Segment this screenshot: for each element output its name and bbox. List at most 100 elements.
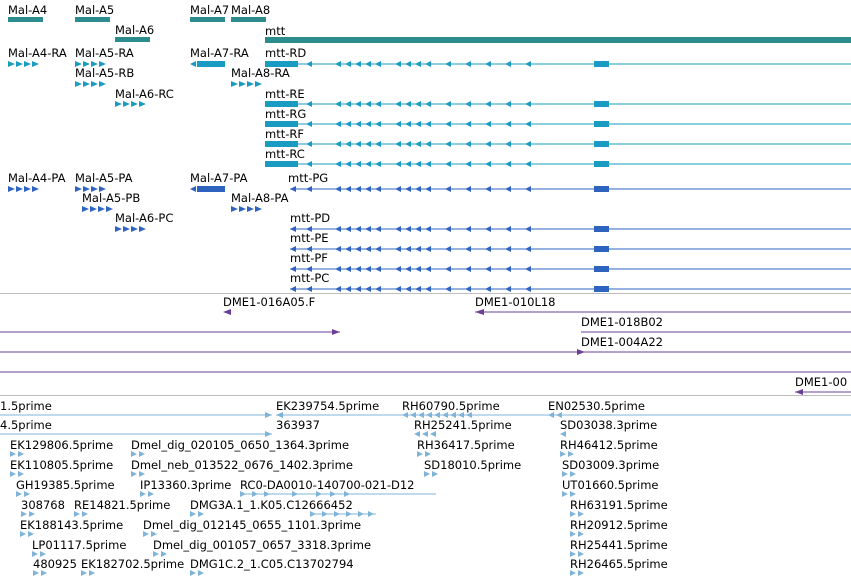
clone-label[interactable]: DME1-00 (795, 375, 848, 389)
transcript-arrow (91, 81, 98, 87)
est-label[interactable]: GH19385.5prime (16, 478, 115, 492)
mtt-transcript-arrow (345, 101, 351, 107)
est-arrow (414, 431, 420, 437)
est-label[interactable]: LP01117.5prime (32, 538, 127, 552)
est-arrow (578, 511, 584, 517)
mtt-protein-arrow (525, 186, 531, 192)
gene-label[interactable]: Mal-A5 (75, 3, 115, 17)
est-label[interactable]: 480925 (33, 557, 77, 571)
protein-label[interactable]: mtt-PE (290, 231, 329, 245)
transcript-label[interactable]: mtt-RD (265, 46, 307, 60)
est-arrow (548, 412, 554, 418)
protein-arrow (75, 186, 82, 192)
est-label[interactable]: RH46412.5prime (560, 438, 658, 452)
protein-label[interactable]: Mal-A6-PC (115, 211, 174, 225)
mtt-protein-arrow (345, 226, 351, 232)
est-label[interactable]: UT01660.5prime (562, 478, 659, 492)
clone-label[interactable]: DME1-018B02 (581, 315, 663, 329)
transcript-label[interactable]: mtt-RG (265, 107, 307, 121)
gene-label[interactable]: Mal-A8 (231, 3, 271, 17)
protein-label[interactable]: Mal-A5-PB (82, 191, 141, 205)
mtt-transcript-arrow (345, 161, 351, 167)
est-label[interactable]: DMG3A.1_1.K05.C12666452 (190, 498, 353, 512)
mtt-protein-arrow (485, 226, 491, 232)
protein-label[interactable]: mtt-PG (288, 171, 329, 185)
gene-feature[interactable] (115, 37, 150, 42)
est-label[interactable]: 363937 (276, 418, 320, 432)
mtt-transcript-arrow (485, 61, 491, 67)
mtt-protein-arrow (365, 226, 371, 232)
mtt-transcript-arrow (395, 121, 401, 127)
gene-feature[interactable] (8, 17, 43, 22)
est-label[interactable]: Dmel_neb_013522_0676_1402.3prime (131, 458, 353, 472)
est-label[interactable]: EK110805.5prime (10, 458, 114, 472)
protein-label[interactable]: mtt-PD (290, 211, 331, 225)
transcript-label[interactable]: Mal-A6-RC (115, 87, 174, 101)
gene-label[interactable]: Mal-A6 (115, 23, 155, 37)
clone-label[interactable]: DME1-016A05.F (223, 295, 316, 309)
est-arrow (466, 412, 472, 418)
gene-feature[interactable] (75, 17, 110, 22)
transcript-label[interactable]: mtt-RF (265, 127, 304, 141)
est-label[interactable]: SD03038.3prime (560, 418, 658, 432)
transcript-label[interactable]: Mal-A4-RA (8, 46, 67, 60)
clone-features[interactable] (0, 0, 851, 400)
protein-label[interactable]: Mal-A4-PA (8, 171, 66, 185)
mtt-transcript-arrow (525, 101, 531, 107)
gene-feature[interactable] (190, 17, 225, 22)
est-label[interactable]: 308768 (21, 498, 65, 512)
protein-label[interactable]: Mal-A5-PA (75, 171, 133, 185)
transcript-features[interactable] (0, 0, 851, 170)
transcript-label[interactable]: mtt-RC (265, 147, 305, 161)
protein-label[interactable]: Mal-A8-PA (231, 191, 289, 205)
gene-feature-mtt[interactable] (265, 37, 851, 43)
gene-label[interactable]: Mal-A4 (8, 3, 48, 17)
gene-feature[interactable] (231, 17, 266, 22)
est-arrow (402, 412, 408, 418)
mtt-transcript-arrow (306, 161, 312, 167)
est-label[interactable]: EK188143.5prime (20, 518, 124, 532)
est-arrow (570, 511, 576, 517)
transcript-label[interactable]: Mal-A7-RA (190, 46, 249, 60)
transcript-arrow (75, 81, 82, 87)
est-label[interactable]: 1.5prime (0, 399, 52, 413)
est-label[interactable]: EN02530.5prime (548, 399, 645, 413)
est-label[interactable]: EK239754.5prime (276, 399, 380, 413)
est-label[interactable]: RH25441.5prime (570, 538, 668, 552)
clone-label[interactable]: DME1-010L18 (475, 295, 556, 309)
clone-label[interactable]: DME1-004A22 (581, 335, 663, 349)
transcript-label[interactable]: Mal-A8-RA (231, 66, 290, 80)
est-label[interactable]: EK129806.5prime (10, 438, 114, 452)
est-label[interactable]: Dmel_dig_001057_0657_3318.3prime (153, 538, 372, 552)
mtt-protein-arrow (525, 246, 531, 252)
est-label[interactable]: EK182702.5prime (81, 557, 185, 571)
est-arrow (368, 511, 374, 517)
gene-label[interactable]: Mal-A7 (190, 3, 230, 17)
transcript-label[interactable]: Mal-A5-RB (75, 66, 135, 80)
est-label[interactable]: IP13360.3prime (140, 478, 232, 492)
est-label[interactable]: RH26465.5prime (570, 557, 668, 571)
protein-label[interactable]: Mal-A7-PA (190, 171, 248, 185)
est-label[interactable]: RH63191.5prime (570, 498, 668, 512)
est-label[interactable]: RH36417.5prime (417, 438, 515, 452)
est-arrow (570, 471, 576, 477)
est-label[interactable]: DMG1C.2_1.C05.C13702794 (190, 557, 354, 571)
protein-label[interactable]: mtt-PF (290, 251, 328, 265)
est-label[interactable]: RE14821.5prime (74, 498, 171, 512)
gene-label[interactable]: mtt (265, 24, 286, 38)
est-label[interactable]: RH20912.5prime (570, 518, 668, 532)
est-label[interactable]: RH60790.5prime (402, 399, 500, 413)
est-label[interactable]: SD18010.5prime (424, 458, 522, 472)
est-label[interactable]: RC0-DA0010-140700-021-D12 (240, 478, 415, 492)
transcript-label[interactable]: Mal-A5-RA (75, 46, 134, 60)
est-arrow (139, 451, 145, 457)
est-label[interactable]: SD03009.3prime (562, 458, 660, 472)
est-label[interactable]: 4.5prime (0, 418, 52, 432)
protein-features[interactable] (0, 0, 851, 300)
est-label[interactable]: RH25241.5prime (414, 418, 512, 432)
est-label[interactable]: Dmel_dig_012145_0655_1101.3prime (143, 518, 362, 532)
transcript-label[interactable]: mtt-RE (265, 87, 305, 101)
protein-label[interactable]: mtt-PC (290, 271, 330, 285)
est-label[interactable]: Dmel_dig_020105_0650_1364.3prime (131, 438, 350, 452)
